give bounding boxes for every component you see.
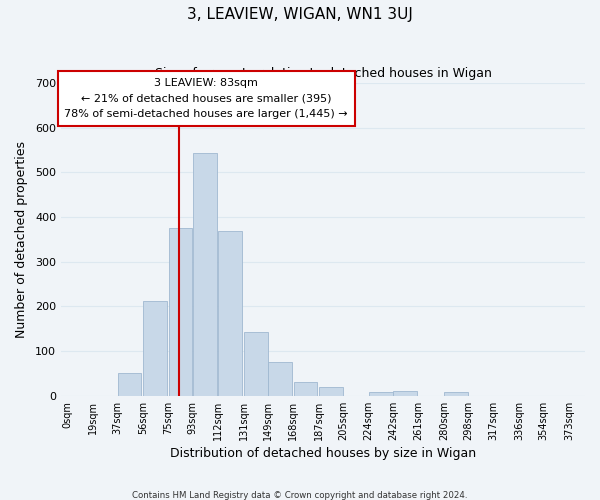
Bar [193, 153, 217, 396]
Text: Contains HM Land Registry data © Crown copyright and database right 2024.: Contains HM Land Registry data © Crown c… [132, 490, 468, 500]
Bar [244, 332, 268, 396]
Text: 3, LEAVIEW, WIGAN, WN1 3UJ: 3, LEAVIEW, WIGAN, WN1 3UJ [187, 8, 413, 22]
Bar [218, 230, 242, 396]
Bar [143, 301, 167, 396]
Bar [393, 392, 417, 396]
X-axis label: Distribution of detached houses by size in Wigan: Distribution of detached houses by size … [170, 447, 476, 460]
Bar [444, 392, 468, 396]
Text: 3 LEAVIEW: 83sqm
← 21% of detached houses are smaller (395)
78% of semi-detached: 3 LEAVIEW: 83sqm ← 21% of detached house… [64, 78, 348, 120]
Bar [169, 228, 193, 396]
Bar [319, 388, 343, 396]
Bar [268, 362, 292, 396]
Bar [293, 382, 317, 396]
Bar [118, 372, 142, 396]
Y-axis label: Number of detached properties: Number of detached properties [15, 141, 28, 338]
Bar [369, 392, 392, 396]
Title: Size of property relative to detached houses in Wigan: Size of property relative to detached ho… [155, 68, 491, 80]
